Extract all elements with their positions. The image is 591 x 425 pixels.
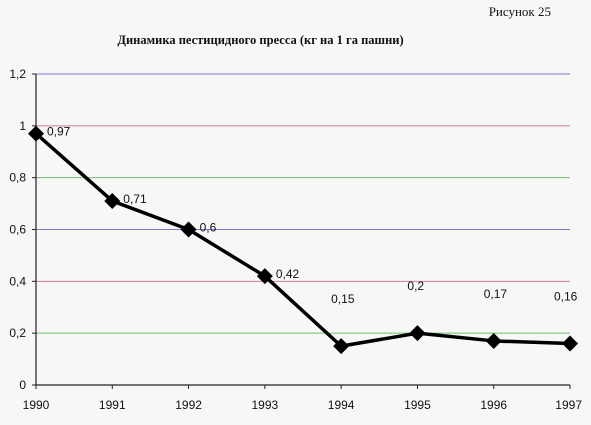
data-point-marker xyxy=(28,125,44,142)
grid-lines xyxy=(36,73,570,334)
data-point-marker xyxy=(562,335,578,352)
x-tick-label: 1992 xyxy=(175,398,202,412)
chart-title: Динамика пестицидного пресса (кг на 1 га… xyxy=(117,33,404,47)
x-tick-label: 1995 xyxy=(404,398,431,412)
data-label: 0,16 xyxy=(554,290,578,304)
x-tick-label: 1990 xyxy=(23,398,50,412)
data-label: 0,15 xyxy=(331,292,355,306)
y-tick-label: 0,4 xyxy=(9,274,26,288)
data-point-marker xyxy=(409,325,426,342)
x-tick-labels: 1990 1991 1992 1993 1994 1995 1996 1997 xyxy=(23,398,583,412)
data-point-marker xyxy=(104,192,121,209)
data-label: 0,71 xyxy=(123,192,147,206)
x-tick-label: 1993 xyxy=(252,398,279,412)
data-point-marker xyxy=(256,268,273,285)
y-tick-label: 0,6 xyxy=(9,223,26,237)
data-point-marker xyxy=(180,221,197,238)
y-tick-label: 0 xyxy=(19,378,26,392)
data-point-marker xyxy=(485,332,502,349)
data-point-marker xyxy=(333,338,350,355)
data-label: 0,17 xyxy=(484,287,508,301)
data-label: 0,42 xyxy=(276,267,300,281)
x-tick-label: 1996 xyxy=(480,398,507,412)
data-labels: 0,97 0,71 0,6 0,42 0,15 0,2 0,17 0,16 xyxy=(47,125,578,307)
y-tick-label: 0,2 xyxy=(9,326,26,340)
data-label: 0,2 xyxy=(407,279,424,293)
figure-caption: Рисунок 25 xyxy=(488,4,551,19)
data-label: 0,97 xyxy=(47,125,71,139)
x-tick-label: 1991 xyxy=(99,398,126,412)
data-label: 0,6 xyxy=(200,221,217,235)
y-tick-labels: 0 0,2 0,4 0,6 0,8 1 1,2 xyxy=(9,67,26,392)
y-tick-label: 1,2 xyxy=(9,67,26,81)
series-line xyxy=(34,132,571,348)
x-tick-label: 1994 xyxy=(328,398,355,412)
series xyxy=(28,125,578,355)
y-tick-label: 1 xyxy=(19,119,26,133)
y-tick-label: 0,8 xyxy=(9,171,26,185)
x-tick-label: 1997 xyxy=(555,398,582,412)
